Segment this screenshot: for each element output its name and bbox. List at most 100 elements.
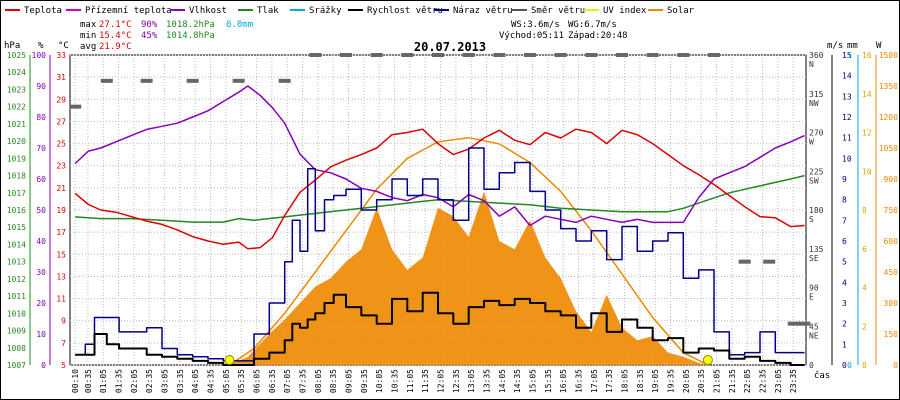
y-tick-label-ms: 4 bbox=[842, 278, 847, 287]
series-wind-gust bbox=[75, 147, 805, 362]
stat-min-temp: 15.4°C bbox=[99, 31, 132, 41]
y-tick-label-ms: 8 bbox=[842, 196, 847, 205]
y-tick-label-hpa: 1022 bbox=[7, 103, 26, 112]
y-tick-label-pct: 30 bbox=[36, 268, 46, 277]
x-tick-label: 09:05 bbox=[345, 369, 354, 393]
wind-direction-mark bbox=[493, 53, 506, 57]
y-tick-label-degc: 9 bbox=[61, 317, 66, 326]
y-tick-label-pct: 70 bbox=[36, 144, 46, 153]
y-tick-label-w: 900 bbox=[884, 175, 899, 184]
y-tick-label-dir-dir: SE bbox=[809, 254, 819, 263]
y-tick-label-dir-dir: N bbox=[809, 60, 814, 69]
y-tick-label-w: 1500 bbox=[879, 51, 898, 60]
stat-min-hum: 45% bbox=[141, 31, 158, 41]
wind-direction-mark bbox=[462, 53, 475, 57]
y-tick-label-pct: 40 bbox=[36, 237, 46, 246]
y-tick-label-hpa: 1010 bbox=[7, 309, 26, 318]
y-tick-label-pct: 80 bbox=[36, 113, 46, 122]
axis-title-pct: % bbox=[38, 41, 44, 51]
y-tick-label-dir-dir: E bbox=[809, 293, 814, 302]
wind-direction-mark bbox=[554, 53, 567, 57]
y-tick-label-w: 450 bbox=[884, 268, 899, 277]
y-tick-label-dir: 90 bbox=[809, 284, 819, 293]
x-tick-label: 16:35 bbox=[575, 369, 584, 393]
x-tick-label: 02:35 bbox=[145, 369, 154, 393]
y-tick-label-degc: 25 bbox=[56, 140, 66, 149]
y-tick-label-degc: 19 bbox=[56, 206, 66, 215]
wind-direction-mark bbox=[708, 53, 720, 57]
y-tick-label-degc: 11 bbox=[56, 295, 66, 304]
y-tick-label-dir-dir: W bbox=[809, 138, 814, 147]
wind-info: WS:3.6m/s WG:6.7m/s Východ:05:11 Západ:2… bbox=[499, 20, 628, 41]
y-tick-label-w: 0 bbox=[893, 361, 898, 370]
axis-title-mm: mm bbox=[847, 41, 858, 51]
x-tick-label: 08:35 bbox=[329, 369, 338, 393]
x-tick-label: 15:05 bbox=[529, 369, 538, 393]
series-solar-theoretical bbox=[229, 136, 709, 366]
y-tick-label-pct: 60 bbox=[36, 175, 46, 184]
legend-label-uv-index: UV index bbox=[603, 6, 647, 16]
legend-label-naraz-vetru: Náraz větru bbox=[453, 6, 513, 16]
legend-label-prizemni-teplota: Přízemní teplota bbox=[85, 6, 172, 16]
y-tick-label-hpa: 1014 bbox=[7, 240, 26, 249]
x-tick-label: 13:35 bbox=[483, 369, 492, 393]
y-tick-label-degc: 17 bbox=[56, 228, 66, 237]
wind-direction-mark bbox=[232, 78, 245, 83]
y-tick-label-hpa: 1019 bbox=[7, 154, 26, 163]
y-tick-label-w: 150 bbox=[884, 330, 899, 339]
y-tick-label-w: 300 bbox=[884, 299, 899, 308]
y-tick-label-ms: 0 bbox=[842, 361, 847, 370]
x-tick-label: 09:35 bbox=[360, 369, 369, 393]
y-tick-label-dir: 315 bbox=[809, 90, 824, 99]
y-tick-label-pct: 20 bbox=[36, 299, 46, 308]
x-tick-label: 18:05 bbox=[621, 369, 630, 393]
wind-direction-mark bbox=[186, 78, 199, 83]
y-tick-label-uv: 6 bbox=[862, 245, 867, 254]
wind-direction-mark bbox=[340, 53, 352, 57]
legend: Teplota Přízemní teplota Vlhkost Tlak Sr… bbox=[5, 6, 695, 16]
y-tick-label-pct: 10 bbox=[36, 330, 46, 339]
y-tick-label-dir: 45 bbox=[809, 322, 819, 331]
x-tick-label: 19:05 bbox=[651, 369, 660, 393]
x-tick-label: 11:35 bbox=[421, 369, 430, 393]
y-tick-label-hpa: 1011 bbox=[7, 292, 26, 301]
ticks-layer: 00:10 00:35 01:05 01:35 02:05 02:35 03:05 03:35… bbox=[7, 51, 898, 393]
y-tick-label-ms: 2 bbox=[842, 320, 847, 329]
y-tick-label-mm: 0 bbox=[847, 361, 852, 370]
legend-label-vlhkost: Vlhkost bbox=[189, 6, 227, 16]
x-tick-label: 23:35 bbox=[789, 369, 798, 393]
y-tick-label-mm: 1 bbox=[847, 51, 852, 60]
y-tick-label-hpa: 1025 bbox=[7, 51, 26, 60]
uv-marker bbox=[224, 355, 235, 365]
x-tick-label: 00:10 bbox=[71, 369, 80, 393]
y-tick-label-ms: 1 bbox=[842, 340, 847, 349]
y-tick-label-hpa: 1008 bbox=[7, 344, 26, 353]
y-tick-label-dir: 360 bbox=[809, 51, 824, 60]
legend-label-teplota: Teplota bbox=[24, 6, 62, 16]
y-tick-label-pct: 0 bbox=[41, 361, 46, 370]
wind-direction-mark bbox=[585, 53, 598, 57]
stat-max-hum: 90% bbox=[141, 20, 158, 30]
y-tick-label-hpa: 1007 bbox=[7, 361, 26, 370]
legend-label-rychlost-vetru: Rychlost větru bbox=[367, 6, 443, 16]
x-tick-label: 10:05 bbox=[375, 369, 384, 393]
y-tick-label-ms: 14 bbox=[842, 72, 852, 81]
x-tick-label: 02:05 bbox=[130, 369, 139, 393]
x-tick-label: 22:35 bbox=[759, 369, 768, 393]
sunset-time: Západ:20:48 bbox=[568, 31, 628, 41]
y-tick-label-degc: 31 bbox=[56, 73, 66, 82]
y-tick-label-degc: 23 bbox=[56, 162, 66, 171]
stat-max-press: 1018.2hPa bbox=[166, 20, 215, 30]
x-tick-label: 08:05 bbox=[314, 369, 323, 393]
y-tick-label-w: 1350 bbox=[879, 82, 898, 91]
x-tick-label: 05:35 bbox=[237, 369, 246, 393]
legend-label-smer-vetru: Směr větru bbox=[531, 6, 585, 16]
x-tick-label: 21:35 bbox=[728, 369, 737, 393]
x-tick-label: 23:05 bbox=[774, 369, 783, 393]
series-humidity bbox=[74, 85, 805, 227]
wind-direction-mark bbox=[278, 78, 291, 83]
y-tick-label-ms: 12 bbox=[842, 113, 852, 122]
x-tick-label: 04:05 bbox=[191, 369, 200, 393]
y-tick-label-uv: 8 bbox=[862, 206, 867, 215]
